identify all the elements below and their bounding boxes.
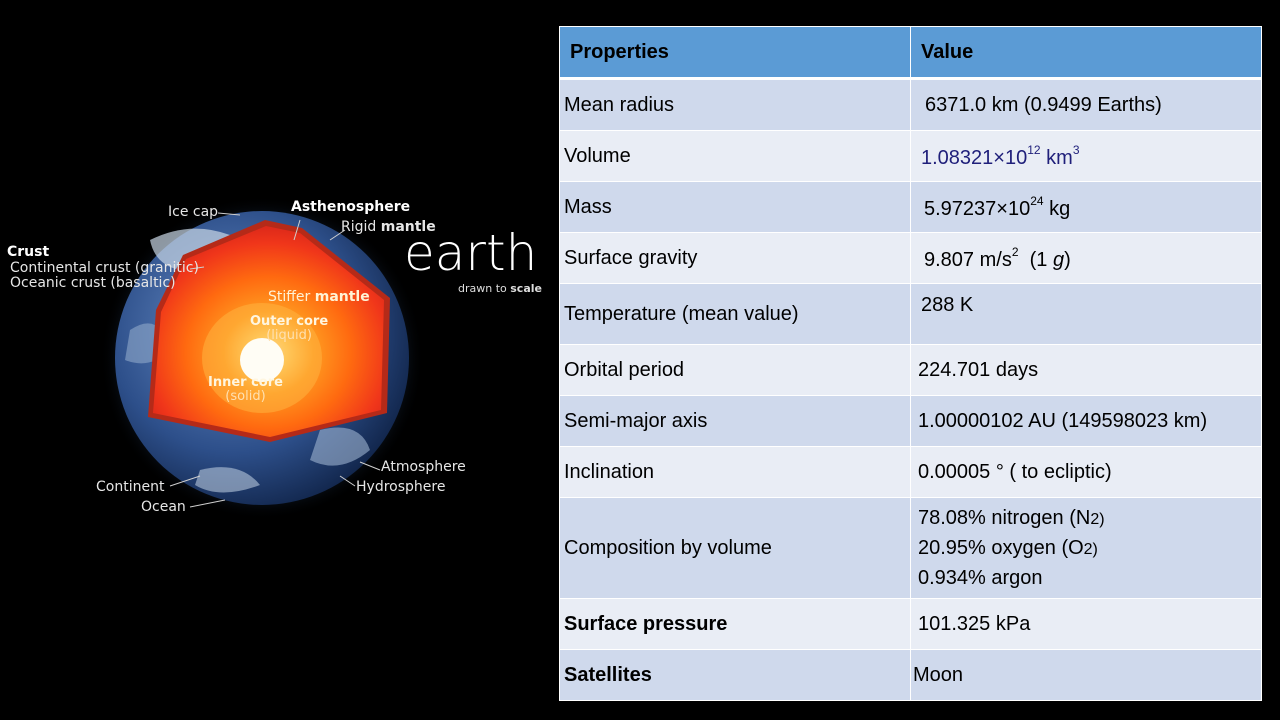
property-label: Mean radius [559,78,911,131]
hydrosphere-label: Hydrosphere [356,479,446,495]
property-value: Moon [910,649,1262,701]
asthenosphere-label: Asthenosphere [291,199,411,215]
property-label: Satellites [559,649,911,701]
ocean-label: Ocean [141,499,186,515]
crust-label: Crust [7,244,50,260]
stiffer-mantle-label: Stiffer mantle [268,289,370,305]
inner-core-label: Inner core (solid) [208,375,283,404]
table-header-row: Properties Value [559,26,1262,80]
property-value: 6371.0 km (0.9499 Earths) [910,78,1262,131]
table-row: Composition by volume 78.08% nitrogen (N… [559,497,1262,599]
table-row: Mean radius 6371.0 km (0.9499 Earths) [559,78,1262,131]
property-label: Mass [559,181,911,233]
property-label: Temperature (mean value) [559,283,911,345]
property-value: 101.325 kPa [910,598,1262,650]
ice-cap-label: Ice cap [168,204,219,220]
property-label: Surface gravity [559,232,911,284]
composition-oxygen: 20.95% oxygen (O2) [918,536,1098,559]
table-row: Inclination 0.00005 ° ( to ecliptic) [559,446,1262,498]
property-label: Inclination [559,446,911,498]
properties-header: Properties [559,26,911,80]
property-label: Volume [559,130,911,182]
composition-nitrogen: 78.08% nitrogen (N2) [918,506,1105,529]
value-header: Value [910,26,1262,80]
table-row: Surface gravity 9.807 m/s2 (1 g) [559,232,1262,284]
property-value: 288 K [910,283,1262,345]
earth-title: earth [404,224,538,282]
property-value: 224.701 days [910,344,1262,396]
properties-table: Properties Value Mean radius 6371.0 km (… [559,26,1262,701]
table-row: Satellites Moon [559,649,1262,701]
property-value: 0.00005 ° ( to ecliptic) [910,446,1262,498]
outer-core-label: Outer core (liquid) [250,314,329,343]
property-value: 9.807 m/s2 (1 g) [910,232,1262,284]
continent-label: Continent [96,479,165,495]
property-value: 78.08% nitrogen (N2) 20.95% oxygen (O2) … [910,497,1262,599]
table-row: Surface pressure 101.325 kPa [559,598,1262,650]
property-label: Surface pressure [559,598,911,650]
table-row: Volume 1.08321×1012 km3 [559,130,1262,182]
oceanic-crust-label: Oceanic crust (basaltic) [10,275,176,291]
table-row: Mass 5.97237×1024 kg [559,181,1262,233]
rigid-mantle-label: Rigid mantle [341,219,436,235]
property-label: Orbital period [559,344,911,396]
continental-crust-label: Continental crust (granitic) [10,260,199,276]
earth-cross-section-figure: Crust Continental crust (granitic) Ocean… [0,180,545,530]
property-value: 5.97237×1024 kg [910,181,1262,233]
table-row: Orbital period 224.701 days [559,344,1262,396]
property-value: 1.00000102 AU (149598023 km) [910,395,1262,447]
property-value: 1.08321×1012 km3 [910,130,1262,182]
property-label: Composition by volume [559,497,911,599]
earth-globe-illustration [100,196,424,520]
table-row: Semi-major axis 1.00000102 AU (149598023… [559,395,1262,447]
atmosphere-label: Atmosphere [381,459,466,475]
drawn-to-scale-note: drawn to scale [458,282,542,295]
table-row: Temperature (mean value) 288 K [559,283,1262,345]
composition-argon: 0.934% argon [918,566,1043,589]
property-label: Semi-major axis [559,395,911,447]
